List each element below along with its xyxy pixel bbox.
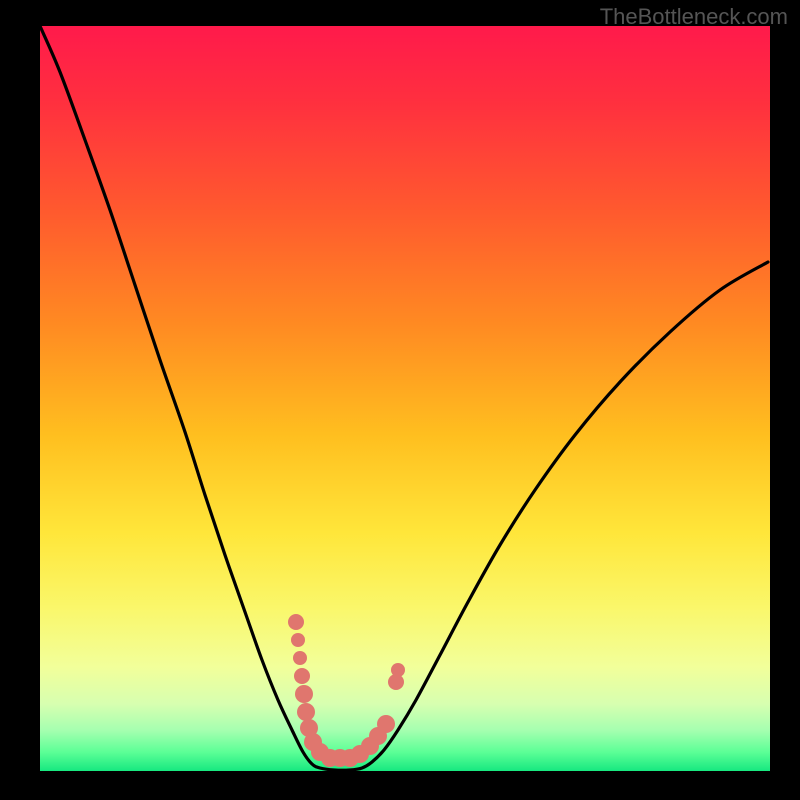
chart-root: TheBottleneck.com bbox=[0, 0, 800, 800]
bottleneck-chart bbox=[0, 0, 800, 800]
marker-point bbox=[377, 715, 395, 733]
marker-point bbox=[293, 651, 307, 665]
marker-point bbox=[291, 633, 305, 647]
marker-point bbox=[297, 703, 315, 721]
marker-point bbox=[288, 614, 304, 630]
marker-point bbox=[295, 685, 313, 703]
heatmap-background bbox=[40, 26, 770, 771]
watermark-text: TheBottleneck.com bbox=[600, 4, 788, 30]
marker-point bbox=[294, 668, 310, 684]
marker-point bbox=[391, 663, 405, 677]
